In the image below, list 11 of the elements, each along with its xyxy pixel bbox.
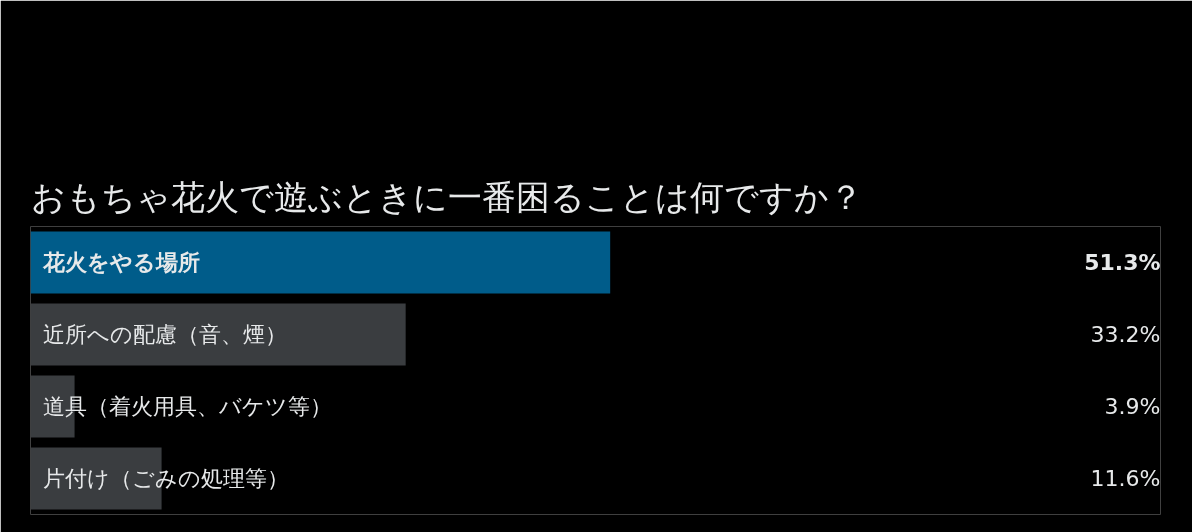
- y-tick-label: 近所への配慮（音、煙）: [42, 322, 287, 347]
- y-tick-label: 片付け（ごみの処理等）: [42, 466, 289, 491]
- bar: [30, 303, 406, 366]
- data-label: 51.3%: [1084, 250, 1161, 275]
- bar: [30, 231, 611, 294]
- chart-title: おもちゃ花火で遊ぶときに一番困ることは何ですか？: [30, 176, 863, 217]
- data-label: 11.6%: [1090, 466, 1161, 491]
- data-label: 3.9%: [1104, 394, 1161, 419]
- data-label: 33.2%: [1090, 322, 1161, 347]
- y-tick-label: 花火をやる場所: [41, 250, 200, 275]
- y-tick-label: 道具（着火用具、バケツ等）: [42, 394, 332, 419]
